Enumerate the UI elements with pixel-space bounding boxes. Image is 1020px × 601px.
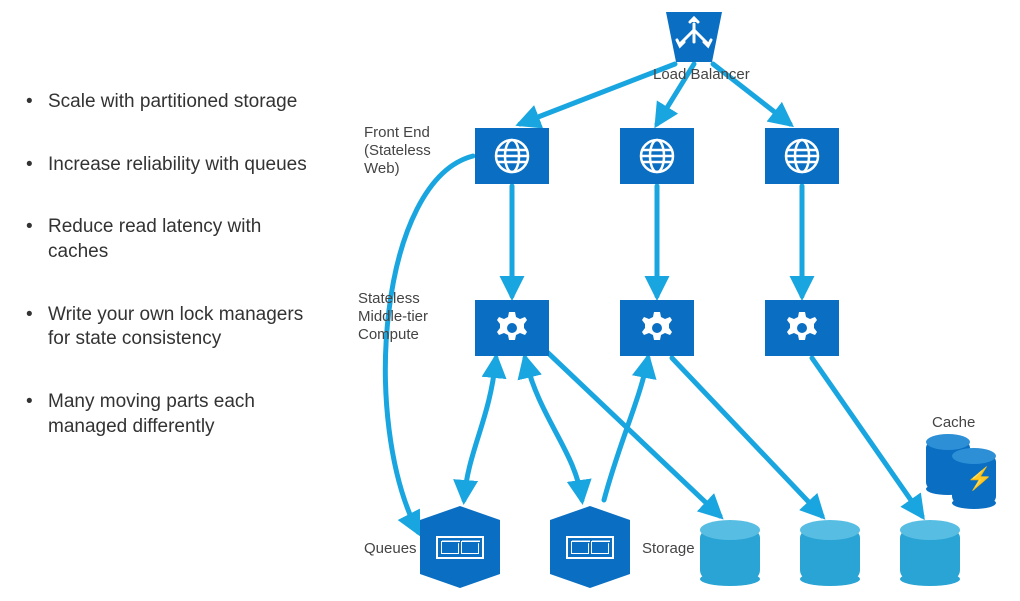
queues-label: Queues (364, 540, 417, 558)
middletier-node (475, 300, 549, 356)
frontend-node (475, 128, 549, 184)
globe-icon (782, 136, 822, 176)
gear-icon (637, 308, 677, 348)
queue-node (550, 520, 630, 574)
frontend-node (620, 128, 694, 184)
architecture-diagram: Load Balancer Front End (Stateless Web) (320, 0, 1020, 601)
storage-node (700, 530, 760, 580)
lightning-icon: ⚡ (966, 466, 993, 492)
middletier-node (620, 300, 694, 356)
storage-label: Storage (642, 540, 695, 558)
cache-label: Cache (932, 414, 975, 432)
queue-icon (566, 536, 614, 559)
load-balancer-node (660, 12, 728, 69)
bullet-item: Many moving parts each managed different… (20, 390, 320, 439)
queue-node (420, 520, 500, 574)
gear-icon (782, 308, 822, 348)
load-balancer-label: Load Balancer (653, 66, 750, 84)
frontend-label: Front End (Stateless Web) (364, 124, 464, 178)
storage-node (800, 530, 860, 580)
queue-icon (436, 536, 484, 559)
frontend-node (765, 128, 839, 184)
bullet-item: Write your own lock managers for state c… (20, 303, 320, 352)
storage-node (900, 530, 960, 580)
middletier-label: Stateless Middle-tier Compute (358, 290, 468, 344)
bullet-item: Scale with partitioned storage (20, 90, 320, 115)
bullet-item: Reduce read latency with caches (20, 215, 320, 264)
bullet-list: Scale with partitioned storage Increase … (20, 90, 320, 478)
middletier-node (765, 300, 839, 356)
bullet-item: Increase reliability with queues (20, 153, 320, 178)
gear-icon (492, 308, 532, 348)
globe-icon (637, 136, 677, 176)
globe-icon (492, 136, 532, 176)
